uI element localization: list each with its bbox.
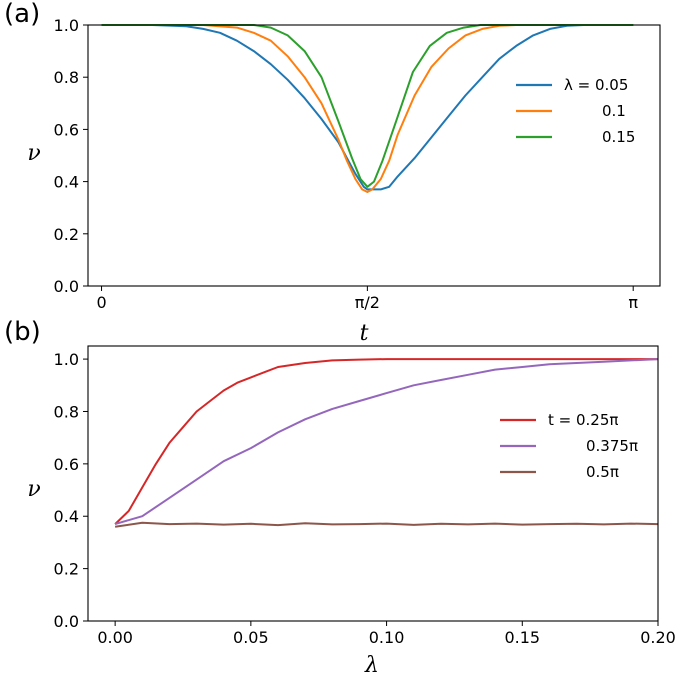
panel-label-b: (b) [4, 317, 41, 347]
series-line-0-2 [101, 24, 634, 188]
legend-label: 0.5π [586, 463, 619, 481]
y-tick-label: 1.0 [54, 350, 79, 369]
panel-a: (a) t ν 0 π/2 π 0.0 0.2 0.4 0.6 0.8 1.0 λ = 0.05 0… [4, 0, 661, 346]
panel-b: (b) λ ν 0.00 0.05 0.10 0.15 0.20 0.0 0.2 0.4 0.6… [4, 317, 676, 678]
legend-label: t = 0.25π [548, 411, 618, 429]
y-tick-label: 0.8 [54, 68, 79, 87]
legend-label: 0.375π [586, 437, 638, 455]
x-tick-label: π [628, 293, 638, 312]
y-tick-label: 0.6 [54, 455, 79, 474]
panel-label-a: (a) [4, 0, 40, 29]
x-tick-label: 0.00 [97, 628, 133, 647]
x-tick-label: π/2 [355, 293, 380, 312]
x-axis-label-a: t [360, 321, 369, 346]
x-tick-label: 0.05 [233, 628, 269, 647]
x-tick-label: 0.20 [640, 628, 676, 647]
y-tick-label: 0.8 [54, 402, 79, 421]
series-line-0-1 [101, 24, 634, 193]
y-tick-label: 1.0 [54, 16, 79, 35]
legend-label: 0.15 [602, 128, 635, 146]
legend-label: λ = 0.05 [564, 76, 628, 94]
x-tick-label: 0.10 [369, 628, 405, 647]
y-tick-label: 0.6 [54, 120, 79, 139]
y-axis-label-b: ν [27, 477, 40, 502]
series-line-1-1 [114, 358, 659, 526]
plot-frame [87, 345, 659, 622]
series-line-1-2 [114, 521, 659, 528]
y-tick-label: 0.2 [54, 225, 79, 244]
series-line-0-0 [101, 24, 634, 191]
y-tick-label: 0.4 [54, 507, 79, 526]
y-axis-label-a: ν [27, 141, 40, 166]
y-tick-label: 0.0 [54, 277, 79, 296]
x-tick-label: 0.15 [504, 628, 540, 647]
series-line-1-0 [114, 358, 658, 525]
y-tick-label: 0.0 [54, 612, 79, 631]
y-tick-label: 0.4 [54, 173, 79, 192]
plot-frame [87, 24, 661, 287]
x-tick-label: 0 [96, 293, 106, 312]
y-tick-label: 0.2 [54, 560, 79, 579]
x-axis-label-b: λ [364, 653, 379, 678]
legend-label: 0.1 [602, 102, 626, 120]
